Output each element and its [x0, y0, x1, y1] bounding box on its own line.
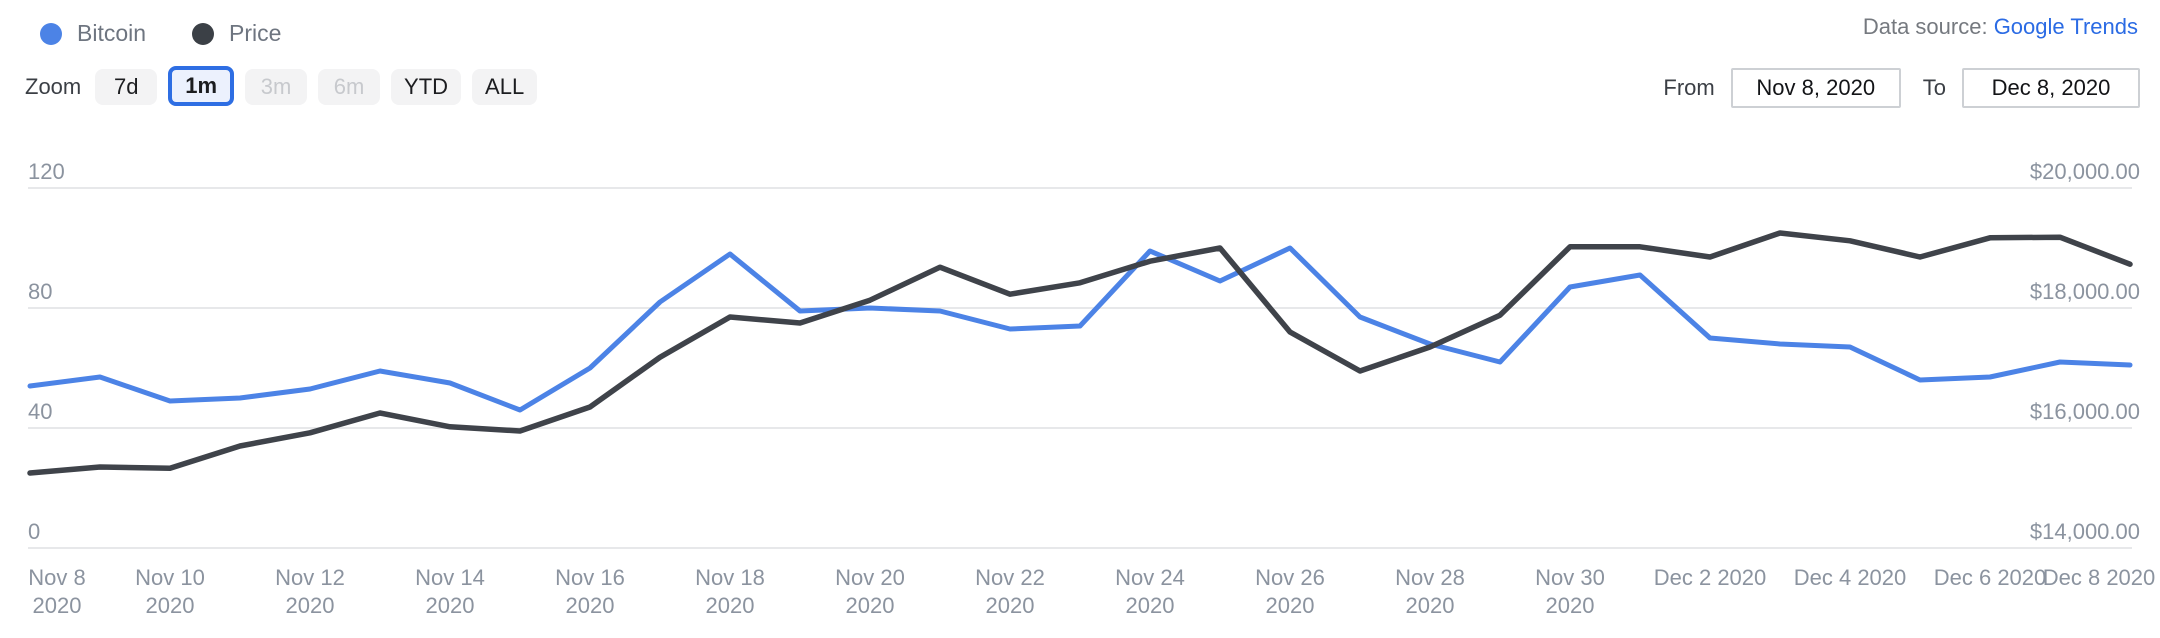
y-axis-right-label: $18,000.00 [2030, 279, 2140, 304]
date-range-group: From To [1663, 68, 2140, 108]
legend-item-price[interactable]: Price [192, 20, 281, 47]
x-axis-label: Nov 16 2020 [555, 565, 625, 618]
x-axis-label: Nov 8 2020 [28, 565, 85, 618]
x-axis-label: Nov 22 2020 [975, 565, 1045, 618]
x-axis-label: Dec 2 2020 [1654, 565, 1767, 590]
legend-item-bitcoin[interactable]: Bitcoin [40, 20, 146, 47]
data-source-label: Data source: [1862, 14, 1994, 39]
zoom-button-all[interactable]: ALL [472, 69, 538, 105]
zoom-button-1m[interactable]: 1m [168, 66, 235, 106]
x-axis-label: Dec 4 2020 [1794, 565, 1907, 590]
zoom-button-3m: 3m [245, 69, 308, 105]
zoom-button-group: Zoom 7d 1m 3m 6m YTD ALL [25, 66, 548, 106]
to-date-input[interactable] [1962, 68, 2140, 108]
y-axis-left-label: 80 [28, 279, 52, 304]
controls-row: Zoom 7d 1m 3m 6m YTD ALL From To [0, 66, 2160, 114]
zoom-button-6m: 6m [318, 69, 381, 105]
legend: Bitcoin Price [40, 20, 281, 47]
y-axis-right-label: $16,000.00 [2030, 399, 2140, 424]
x-axis-label: Dec 8 2020 [2043, 565, 2156, 590]
y-axis-left-label: 0 [28, 519, 40, 544]
y-axis-left-label: 40 [28, 399, 52, 424]
zoom-button-ytd[interactable]: YTD [391, 69, 462, 105]
from-label: From [1663, 75, 1715, 100]
zoom-group-label: Zoom [25, 74, 82, 99]
x-axis-label: Nov 20 2020 [835, 565, 905, 618]
y-axis-right-label: $20,000.00 [2030, 159, 2140, 184]
y-axis-right-label: $14,000.00 [2030, 519, 2140, 544]
y-axis-left-label: 120 [28, 159, 65, 184]
to-label: To [1922, 75, 1946, 100]
x-axis-label: Nov 14 2020 [415, 565, 485, 618]
x-axis-label: Nov 28 2020 [1395, 565, 1465, 618]
x-axis-label: Nov 30 2020 [1535, 565, 1605, 618]
legend-item-label: Bitcoin [77, 20, 147, 46]
from-date-input[interactable] [1730, 68, 1901, 108]
x-axis-label: Nov 24 2020 [1115, 565, 1185, 618]
zoom-button-7d[interactable]: 7d [95, 69, 158, 105]
legend-item-label: Price [229, 20, 282, 46]
price-series-dot-icon [192, 22, 215, 45]
price-line[interactable] [27, 230, 2133, 476]
data-source-link[interactable]: Google Trends [1993, 14, 2138, 39]
bitcoin-line[interactable] [27, 245, 2133, 413]
x-axis-label: Nov 26 2020 [1255, 565, 1325, 618]
data-source-note: Data source: Google Trends [1863, 14, 2138, 40]
x-axis-label: Nov 12 2020 [275, 565, 345, 618]
x-axis-label: Nov 18 2020 [695, 565, 765, 618]
x-axis-label: Nov 10 2020 [135, 565, 205, 618]
bitcoin-series-dot-icon [40, 22, 62, 45]
x-axis-label: Dec 6 2020 [1934, 565, 2047, 590]
